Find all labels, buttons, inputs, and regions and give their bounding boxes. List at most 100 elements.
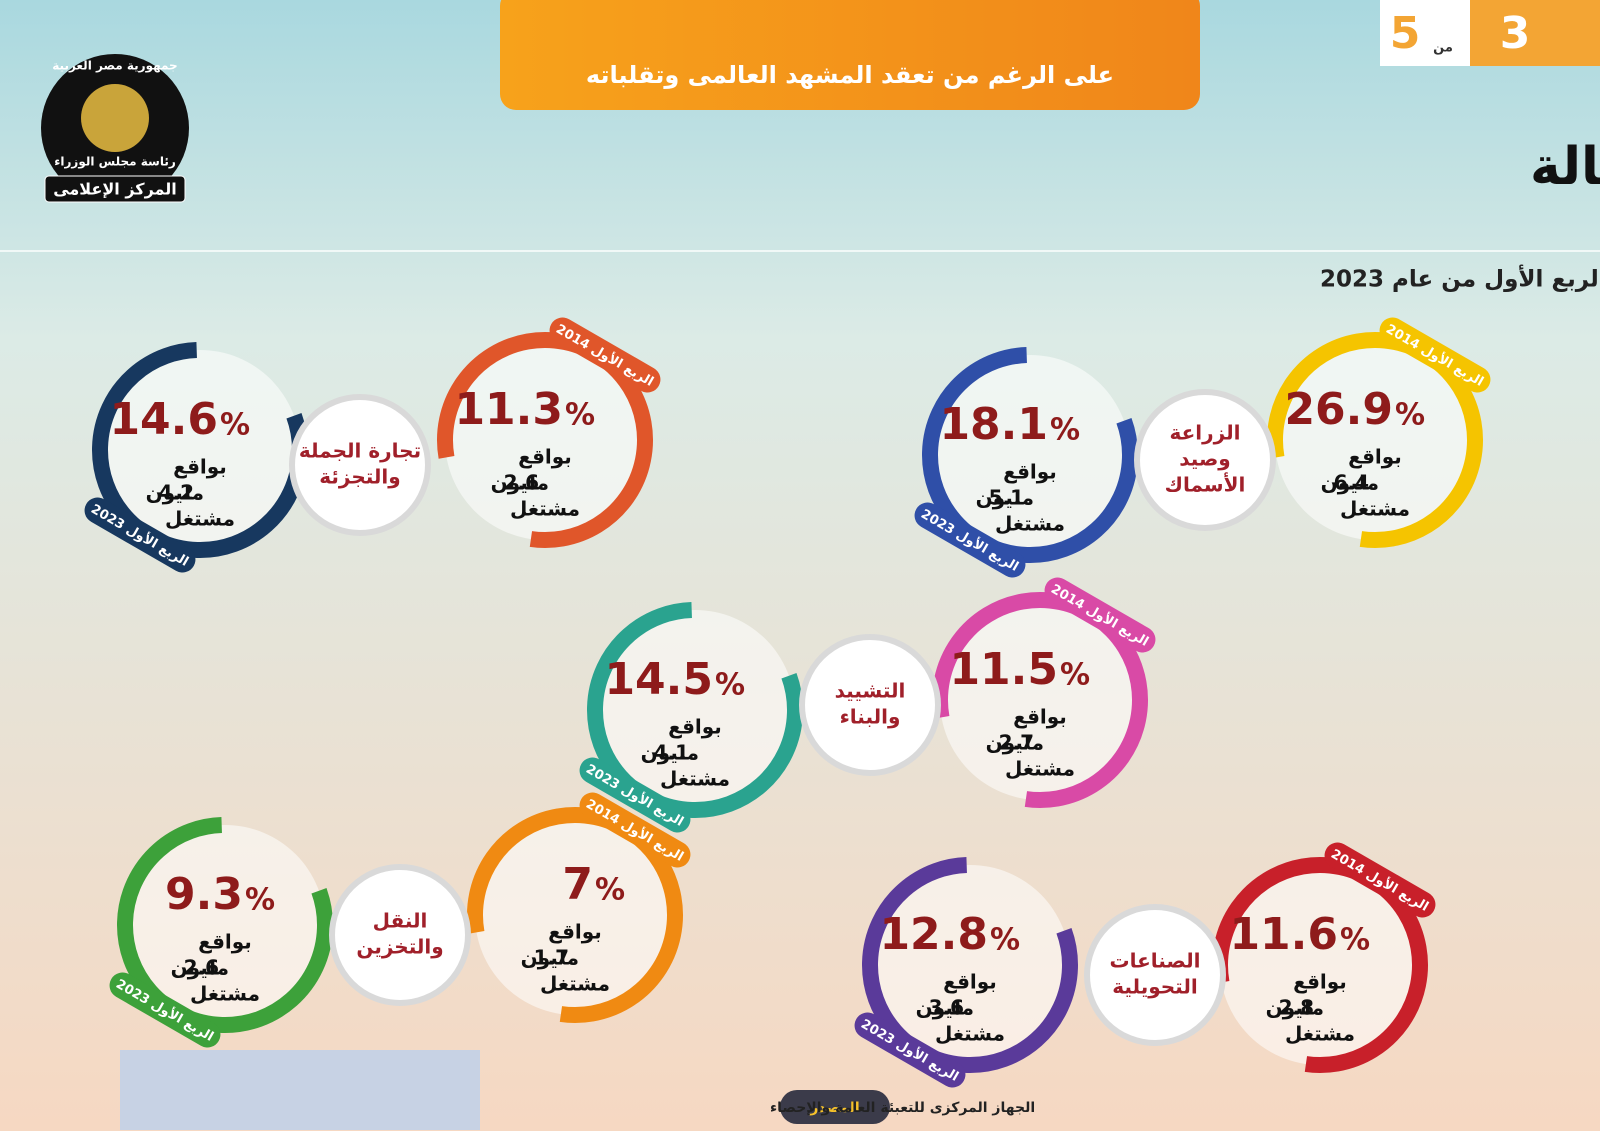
sector-name-circle bbox=[1084, 904, 1226, 1046]
count-unit: مليون bbox=[521, 946, 579, 970]
ring bbox=[862, 857, 1078, 1073]
worker: مشتغل bbox=[540, 972, 610, 996]
sector-name: الزراعة bbox=[1170, 421, 1241, 445]
period-tag-bg bbox=[84, 497, 196, 573]
sector-name: وصيد bbox=[1179, 447, 1230, 471]
percent-unit: % bbox=[245, 883, 275, 918]
about: بواقع bbox=[1013, 705, 1067, 729]
worker: مشتغل bbox=[935, 1022, 1005, 1046]
page-box bbox=[1380, 0, 1470, 66]
percent: 14.6 bbox=[109, 394, 218, 445]
ring-fill bbox=[100, 350, 300, 550]
percent: 14.5 bbox=[604, 654, 713, 705]
percent: 26.9 bbox=[1284, 384, 1393, 435]
logo-center: المركز الإعلامى bbox=[53, 180, 177, 199]
percent: 9.3 bbox=[165, 869, 243, 920]
count: 1.7 bbox=[534, 946, 569, 970]
period-tag-bg bbox=[1044, 577, 1156, 653]
logo-country: جمهورية مصر العربية bbox=[52, 59, 177, 74]
ring bbox=[117, 817, 333, 1033]
ring bbox=[932, 592, 1149, 808]
sector-name: والبناء bbox=[840, 705, 901, 729]
count: 2.8 bbox=[1279, 996, 1314, 1020]
ring-fill bbox=[595, 610, 795, 810]
percent-unit: % bbox=[1340, 923, 1370, 958]
count: 6.4 bbox=[1334, 471, 1369, 495]
ring bbox=[92, 342, 308, 558]
count-unit: مليون bbox=[491, 471, 549, 495]
sector-name-circle bbox=[289, 394, 431, 536]
sector-name-circle bbox=[1134, 389, 1276, 531]
sector-name: والتخزين bbox=[356, 935, 443, 959]
main-title: مصر تنجح فى الخفض المتوالى لمعدلات البطا… bbox=[1530, 137, 1600, 197]
count-unit: مليون bbox=[976, 486, 1034, 510]
ring-fill bbox=[1220, 865, 1420, 1065]
page-of: من bbox=[1433, 41, 1453, 56]
count-unit: مليون bbox=[1321, 471, 1379, 495]
percent: 12.8 bbox=[879, 909, 988, 960]
about: بواقع bbox=[1293, 970, 1347, 994]
ring bbox=[1266, 332, 1483, 548]
count-unit: مليون bbox=[146, 481, 204, 505]
about: بواقع bbox=[1003, 460, 1057, 484]
page-box-current bbox=[1470, 0, 1600, 66]
worker: مشتغل bbox=[165, 507, 235, 531]
banner-text: على الرغم من تعقد المشهد العالمى وتقلبات… bbox=[586, 61, 1114, 89]
ring-fill bbox=[940, 600, 1140, 800]
period-tag-bg bbox=[1379, 317, 1491, 393]
period-tag-bg bbox=[109, 972, 221, 1048]
subtitle: توزيع المشتغلين طبقاً لأهم الأنشطة الاقت… bbox=[1320, 262, 1600, 292]
ring bbox=[466, 807, 683, 1023]
ring-fill bbox=[125, 825, 325, 1025]
percent-unit: % bbox=[990, 923, 1020, 958]
percent-unit: % bbox=[1050, 413, 1080, 448]
source-pill bbox=[780, 1090, 890, 1124]
logo-ribbon bbox=[44, 175, 186, 203]
about: بواقع bbox=[668, 715, 722, 739]
sector-name: التحويلية bbox=[1112, 975, 1197, 999]
count: 2.6 bbox=[504, 471, 539, 495]
period-tag-bg bbox=[914, 502, 1026, 578]
sector-name: الصناعات bbox=[1109, 949, 1200, 973]
about: بواقع bbox=[198, 930, 252, 954]
percent-unit: % bbox=[220, 408, 250, 443]
period-tag-bg bbox=[579, 757, 691, 833]
period-tag-bg bbox=[854, 1012, 966, 1088]
worker: مشتغل bbox=[510, 497, 580, 521]
period-tag-bg bbox=[549, 317, 661, 393]
ring-fill bbox=[445, 340, 645, 540]
ring bbox=[587, 602, 803, 818]
ring-fill bbox=[930, 355, 1130, 555]
percent: 7 bbox=[562, 859, 593, 910]
ring-fill bbox=[475, 815, 675, 1015]
about: بواقع bbox=[1348, 445, 1402, 469]
about: بواقع bbox=[943, 970, 997, 994]
count: 2.7 bbox=[999, 731, 1034, 755]
count: 4.1 bbox=[654, 741, 689, 765]
worker: مشتغل bbox=[1005, 757, 1075, 781]
logo-emblem bbox=[81, 84, 149, 152]
sector-name-circle bbox=[329, 864, 471, 1006]
sector-name: النقل bbox=[373, 909, 428, 933]
percent: 18.1 bbox=[939, 399, 1048, 450]
page-total: 5 bbox=[1390, 8, 1421, 59]
period-tag-bg bbox=[579, 792, 691, 868]
sector-name-circle bbox=[799, 634, 941, 776]
ring-fill bbox=[1275, 340, 1475, 540]
percent-unit: % bbox=[1060, 658, 1090, 693]
percent: 11.5 bbox=[949, 644, 1058, 695]
count: 5.1 bbox=[989, 486, 1024, 510]
percent-unit: % bbox=[595, 873, 625, 908]
period-tag-bg bbox=[1324, 842, 1436, 918]
warehouse-illustration bbox=[120, 1050, 480, 1130]
sector-name: التشييد bbox=[835, 679, 906, 703]
page-current: 3 bbox=[1500, 8, 1531, 59]
source-label: المصدر bbox=[809, 1100, 859, 1116]
banner bbox=[500, 0, 1200, 110]
source-text: الجهاز المركزى للتعبئة العامة والإحصاء bbox=[770, 1100, 1035, 1116]
